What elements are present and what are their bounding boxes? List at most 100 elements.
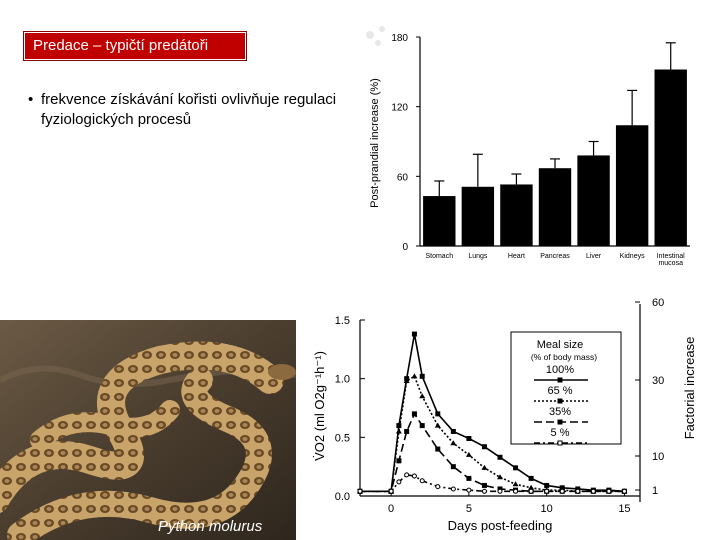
bar — [654, 69, 687, 246]
data-point — [404, 472, 410, 478]
legend-label: 65 % — [547, 385, 572, 397]
data-point — [606, 488, 612, 494]
bar-category-label: Intestinal mucosa — [657, 253, 685, 267]
data-point — [481, 488, 487, 494]
data-point — [450, 486, 456, 492]
data-point — [559, 488, 565, 494]
line-ytick-right-label: 1 — [652, 485, 658, 497]
line-ytick-label: 1.0 — [335, 374, 350, 386]
data-point — [481, 444, 487, 450]
line-ytick-right-label: 10 — [652, 451, 664, 463]
data-point — [396, 458, 402, 464]
data-point — [395, 428, 402, 434]
line-ytick-label: 0.5 — [335, 432, 350, 444]
line-xtick-label: 10 — [541, 503, 553, 515]
legend-label: 100% — [546, 364, 574, 376]
legend-title: Meal size — [537, 339, 583, 351]
line-chart: V̇O2 (ml O2g⁻¹h⁻¹) Factorial increase 0.… — [312, 297, 697, 533]
legend-subtitle: (% of body mass) — [531, 352, 597, 362]
data-point — [513, 465, 519, 471]
data-point — [450, 464, 456, 470]
data-point — [388, 488, 394, 494]
data-point — [435, 446, 441, 452]
legend-marker — [557, 377, 563, 383]
legend-marker — [557, 440, 563, 446]
line-ytick-right-label: 30 — [652, 375, 664, 387]
data-point — [411, 473, 417, 479]
scan-artifact — [366, 26, 385, 46]
data-point — [497, 488, 503, 494]
bar-chart-ylabel: Post-prandial increase (%) — [369, 78, 381, 208]
data-point — [575, 488, 581, 494]
data-point — [621, 488, 627, 494]
data-point — [411, 331, 417, 337]
data-point — [512, 481, 519, 487]
bar-ytick-label: 180 — [391, 33, 408, 44]
slide-title: Predace – typičtí predátoři — [33, 37, 209, 54]
data-point — [419, 423, 425, 429]
bullet-text: frekvence získávání kořisti ovlivňuje re… — [41, 91, 337, 128]
data-point — [465, 451, 472, 457]
bar — [538, 168, 572, 246]
data-point — [528, 488, 534, 494]
data-point — [419, 478, 425, 484]
bar-category-label: Liver — [586, 253, 602, 260]
data-point — [528, 484, 535, 490]
bar-category-label: Pancreas — [540, 253, 570, 260]
line-xtick-label: 15 — [618, 503, 630, 515]
bar-ytick-label: 60 — [397, 172, 409, 183]
bar — [423, 196, 456, 246]
data-point — [419, 373, 425, 379]
data-point — [396, 423, 402, 429]
data-point — [481, 464, 488, 470]
data-point — [497, 474, 503, 480]
python-photo — [0, 320, 296, 540]
data-point — [513, 488, 519, 494]
line-chart-ylabel: V̇O2 (ml O2g⁻¹h⁻¹) — [312, 351, 327, 461]
line-ytick-label: 0.0 — [335, 491, 350, 503]
bar-category-label: Stomach — [425, 253, 453, 260]
data-point — [419, 393, 426, 399]
legend-marker — [557, 419, 563, 425]
bar-ytick-label: 0 — [402, 242, 408, 253]
data-point — [528, 475, 534, 481]
line-chart-xlabel: Days post-feeding — [448, 518, 553, 533]
data-point — [544, 488, 550, 494]
line-xtick-label: 0 — [388, 503, 394, 515]
line-chart-ylabel-right: Factorial increase — [682, 337, 697, 440]
data-point — [590, 488, 596, 494]
bullet-dot-icon: • — [28, 91, 34, 108]
data-point — [435, 411, 441, 417]
legend-marker — [557, 398, 563, 404]
data-point — [466, 436, 472, 442]
legend-label: 35% — [549, 406, 571, 418]
data-point — [434, 422, 441, 428]
bar-ytick-label: 120 — [391, 103, 408, 114]
data-point — [435, 484, 441, 490]
data-point — [466, 487, 472, 493]
bar-category-label: Lungs — [468, 253, 488, 260]
chart-legend: Meal size (% of body mass) 100% 65 % 35% 5 … — [510, 331, 622, 446]
slide-title-box: Predace – typičtí predátoři — [23, 31, 247, 61]
line-ytick-right-label: 60 — [652, 297, 664, 309]
bar — [577, 155, 610, 246]
line-ytick-label: 1.5 — [335, 315, 350, 327]
data-point — [411, 411, 417, 417]
bar-category-label: Kidneys — [620, 253, 645, 260]
data-point — [411, 373, 418, 379]
data-point — [403, 378, 410, 384]
data-point — [357, 488, 363, 494]
bar — [500, 184, 533, 246]
data-point — [404, 428, 410, 434]
data-point — [544, 482, 550, 488]
bar-chart: Post-prandial increase (%) 0 60 120 180 Sto… — [366, 26, 690, 267]
data-point — [466, 475, 472, 481]
photo-caption: Python molurus — [158, 518, 263, 535]
data-point — [450, 428, 456, 434]
data-point — [497, 454, 503, 460]
data-point — [396, 479, 402, 485]
legend-label: 5 % — [551, 427, 570, 439]
bar-category-label: Heart — [508, 253, 525, 260]
bar — [615, 125, 649, 246]
data-point — [481, 482, 487, 488]
